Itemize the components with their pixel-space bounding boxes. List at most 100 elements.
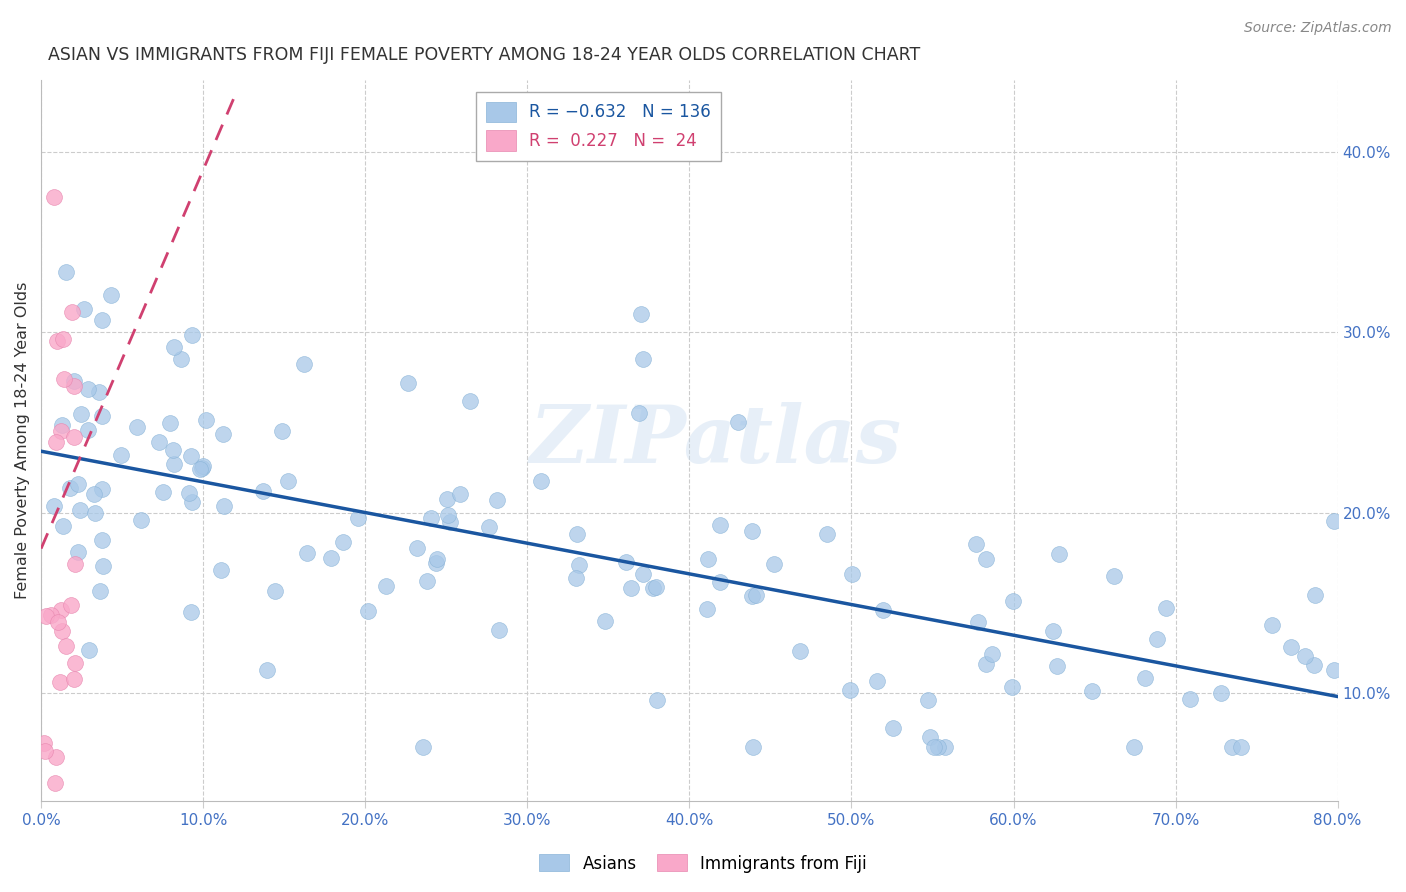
Point: [1080, 683, 1102, 698]
Point: [872, 603, 894, 617]
Point: [42, 190, 65, 204]
Point: [727, 416, 749, 430]
Text: ZIPatlas: ZIPatlas: [529, 401, 901, 479]
Point: [630, 307, 652, 321]
Point: [193, 459, 215, 474]
Point: [1261, 618, 1284, 632]
Point: [1220, 739, 1243, 754]
Point: [1303, 588, 1326, 602]
Point: [981, 648, 1004, 662]
Point: [297, 546, 319, 560]
Point: [436, 492, 458, 507]
Point: [1209, 686, 1232, 700]
Point: [332, 535, 354, 549]
Point: [163, 457, 186, 471]
Point: [415, 574, 437, 589]
Point: [277, 475, 299, 489]
Point: [73, 301, 96, 316]
Point: [614, 556, 637, 570]
Point: [965, 537, 987, 551]
Point: [696, 602, 718, 616]
Text: ASIAN VS IMMIGRANTS FROM FIJI FEMALE POVERTY AMONG 18-24 YEAR OLDS CORRELATION C: ASIAN VS IMMIGRANTS FROM FIJI FEMALE POV…: [48, 46, 920, 64]
Point: [745, 588, 768, 602]
Point: [927, 739, 949, 754]
Point: [89, 384, 111, 399]
Point: [90, 482, 112, 496]
Point: [478, 520, 501, 534]
Point: [51, 624, 73, 638]
Point: [180, 605, 202, 619]
Point: [631, 351, 654, 366]
Point: [181, 328, 204, 343]
Point: [63, 430, 86, 444]
Point: [396, 376, 419, 390]
Point: [419, 510, 441, 524]
Point: [741, 739, 763, 754]
Point: [356, 604, 378, 618]
Point: [1002, 593, 1025, 607]
Point: [252, 484, 274, 499]
Point: [129, 513, 152, 527]
Point: [565, 527, 588, 541]
Point: [77, 423, 100, 437]
Point: [52, 332, 75, 346]
Point: [42, 500, 65, 514]
Point: [69, 503, 91, 517]
Point: [1001, 680, 1024, 694]
Point: [741, 524, 763, 539]
Point: [294, 357, 316, 371]
Point: [152, 485, 174, 500]
Point: [620, 581, 643, 595]
Point: [70, 407, 93, 421]
Point: [212, 426, 235, 441]
Point: [55, 639, 77, 653]
Point: [1180, 691, 1202, 706]
Point: [967, 615, 990, 629]
Point: [426, 552, 449, 566]
Point: [974, 552, 997, 566]
Point: [84, 506, 107, 520]
Point: [1046, 659, 1069, 673]
Point: [741, 589, 763, 603]
Point: [412, 739, 434, 754]
Point: [1323, 514, 1346, 528]
Point: [100, 288, 122, 302]
Point: [91, 409, 114, 423]
Point: [458, 394, 481, 409]
Point: [148, 435, 170, 450]
Point: [1047, 547, 1070, 561]
Point: [627, 406, 650, 420]
Point: [159, 417, 181, 431]
Point: [815, 527, 838, 541]
Point: [1133, 671, 1156, 685]
Legend: R = −0.632   N = 136, R =  0.227   N =  24: R = −0.632 N = 136, R = 0.227 N = 24: [477, 92, 721, 161]
Point: [179, 485, 201, 500]
Point: [162, 340, 184, 354]
Point: [63, 657, 86, 671]
Point: [631, 566, 654, 581]
Point: [53, 372, 76, 386]
Point: [51, 519, 73, 533]
Point: [49, 425, 72, 439]
Point: [125, 419, 148, 434]
Point: [170, 351, 193, 366]
Point: [709, 518, 731, 533]
Point: [110, 448, 132, 462]
Point: [488, 623, 510, 637]
Point: [256, 663, 278, 677]
Point: [195, 413, 218, 427]
Point: [270, 424, 292, 438]
Point: [162, 442, 184, 457]
Point: [59, 598, 82, 612]
Point: [789, 644, 811, 658]
Point: [63, 374, 86, 388]
Point: [63, 557, 86, 571]
Point: [405, 541, 427, 555]
Point: [974, 657, 997, 671]
Point: [1294, 649, 1316, 664]
Point: [696, 551, 718, 566]
Point: [79, 643, 101, 657]
Point: [1302, 657, 1324, 672]
Point: [190, 462, 212, 476]
Point: [645, 693, 668, 707]
